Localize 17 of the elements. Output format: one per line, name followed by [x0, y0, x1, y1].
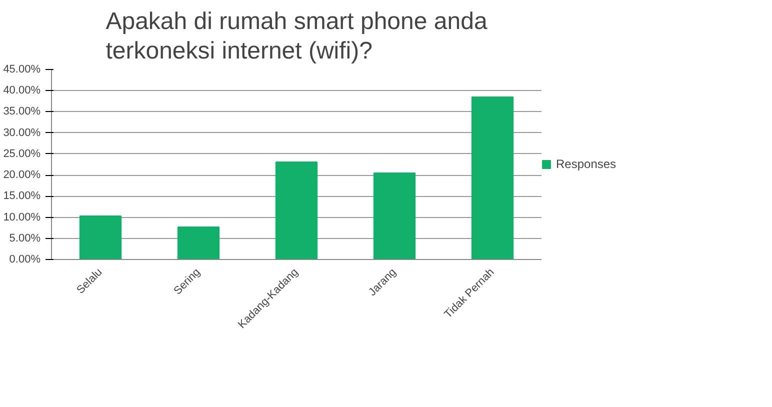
chart-title: Apakah di rumah smart phone anda terkoneksi internet (wifi)? [106, 8, 488, 64]
bar [275, 161, 318, 260]
y-tick-label: 35.00% [3, 106, 41, 118]
y-tick-label: 30.00% [3, 126, 41, 139]
y-tick-label: 5.00% [9, 232, 41, 244]
legend-label: Responses [556, 157, 616, 171]
bar [79, 216, 122, 260]
y-tick-label: 40.00% [3, 84, 41, 97]
y-tick-label: 0.00% [9, 254, 41, 266]
y-tick-label: 25.00% [3, 148, 41, 160]
bar [177, 226, 220, 260]
y-tick-label: 10.00% [3, 211, 41, 224]
bar [373, 172, 416, 260]
y-tick-label: 15.00% [3, 190, 41, 202]
bar [471, 96, 514, 260]
y-tick-label: 20.00% [3, 169, 41, 182]
y-tick-label: 45.00% [3, 64, 41, 76]
